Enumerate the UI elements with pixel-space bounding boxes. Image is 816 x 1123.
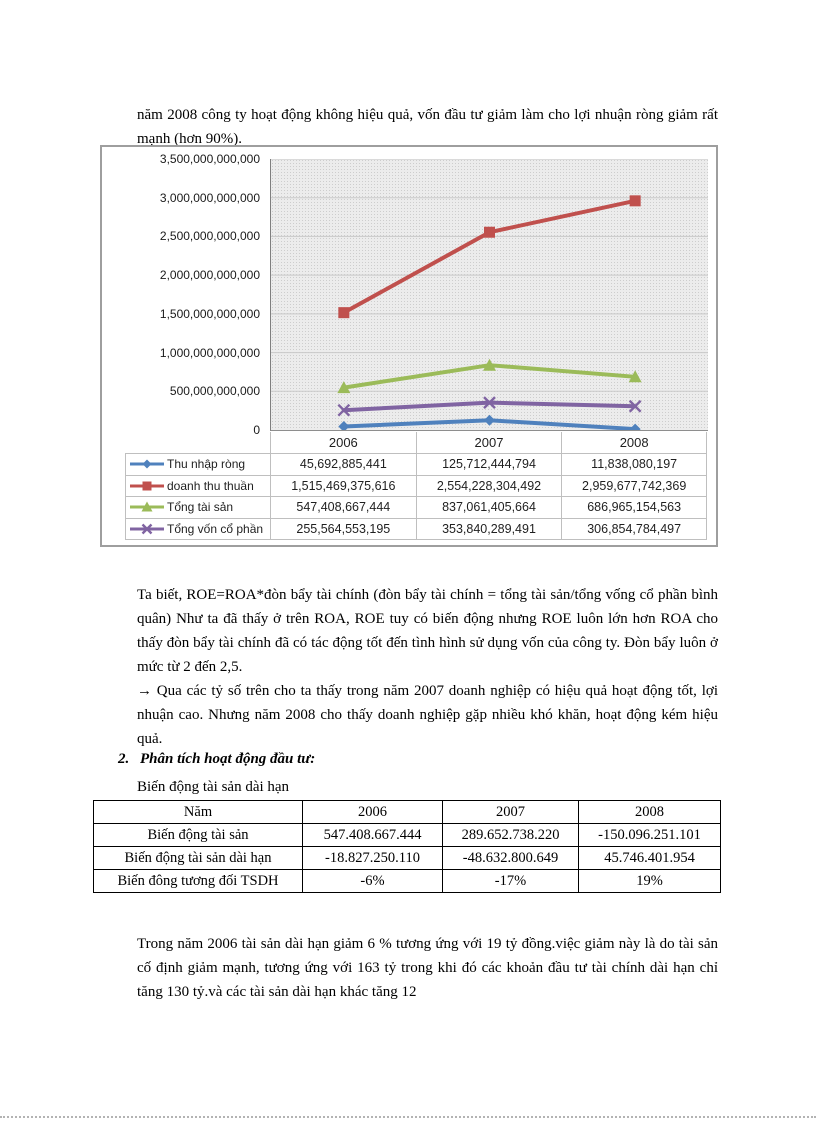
paragraph-investment-analysis: Trong năm 2006 tài sản dài hạn giảm 6 % … (137, 936, 718, 1000)
cell-value: 19% (578, 869, 721, 893)
marker-square-icon (142, 481, 152, 491)
paragraph-roe-analysis: Ta biết, ROE=ROA*đòn bẩy tài chính (đòn … (137, 587, 718, 675)
table-value: 837,061,405,664 (415, 497, 562, 519)
table-header-row: Năm 2006 2007 2008 (93, 800, 721, 824)
table-row: Biến động tài sản dài hạn -18.827.250.11… (93, 846, 721, 870)
marker-diamond-icon (484, 414, 495, 426)
x-axis-label-2006: 2006 (270, 432, 416, 454)
legend-item: Tổng tài sản (125, 497, 270, 519)
marker-triangle-icon (141, 501, 153, 512)
cell-value: -48.632.800.649 (442, 846, 579, 870)
row-label: Biến động tài sản (93, 823, 303, 847)
marker-x-icon (628, 399, 642, 413)
marker-triangle-icon (337, 381, 351, 394)
section-number: 2. (118, 751, 130, 767)
legend-item: Thu nhập ròng (125, 454, 270, 476)
legend-key-diamond-icon (130, 459, 164, 469)
table-value: 11,838,080,197 (561, 454, 707, 476)
cell-value: -17% (442, 869, 579, 893)
y-axis-tick: 1,500,000,000,000 (159, 307, 260, 321)
row-label: Biến động tài sản dài hạn (93, 846, 303, 870)
table-value: 306,854,784,497 (561, 518, 707, 540)
table-row: Biến động tài sản 547.408.667.444 289.65… (93, 823, 721, 847)
cell-value: 45.746.401.954 (578, 846, 721, 870)
financial-line-chart: 3,500,000,000,000 3,000,000,000,000 2,50… (100, 145, 718, 547)
table-row: Biến đông tương đối TSDH -6% -17% 19% (93, 869, 721, 893)
x-axis-label-2008: 2008 (561, 432, 707, 454)
legend-key-x-icon (130, 523, 164, 535)
header-cell: 2007 (442, 800, 579, 824)
paragraph-intro: năm 2008 công ty hoạt động không hiệu qu… (137, 107, 718, 147)
chart-data-table: 2006 2007 2008 Thu nhập ròng 45,692,885,… (125, 432, 707, 540)
table-value: 1,515,469,375,616 (270, 475, 416, 497)
legend-label: Thu nhập ròng (167, 457, 246, 472)
table-value: 255,564,553,195 (270, 518, 416, 540)
legend-label: Tổng tài sản (167, 500, 234, 515)
legend-label: doanh thu thuần (167, 478, 254, 493)
legend-item: doanh thu thuần (125, 475, 270, 497)
row-label: Biến đông tương đối TSDH (93, 869, 303, 893)
y-axis-tick: 500,000,000,000 (169, 384, 260, 398)
cell-value: -6% (302, 869, 443, 893)
legend-item: Tổng vốn cổ phần (125, 518, 270, 540)
table-value: 547,408,667,444 (270, 497, 416, 519)
header-cell: 2006 (302, 800, 443, 824)
marker-x-icon (483, 396, 496, 409)
y-axis-tick: 2,500,000,000,000 (159, 229, 260, 243)
table-value: 2,959,677,742,369 (561, 475, 707, 497)
marker-square-icon (338, 307, 350, 319)
corner-cell (125, 432, 270, 454)
marker-triangle-icon (483, 358, 496, 371)
legend-label: Tổng vốn cổ phần (167, 521, 264, 536)
marker-x-icon (141, 523, 153, 535)
series-plot (271, 159, 708, 430)
page-break-dotted-line (0, 1116, 816, 1118)
cell-value: 289.652.738.220 (442, 823, 579, 847)
plot-area (270, 159, 708, 431)
cell-value: -150.096.251.101 (578, 823, 721, 847)
table-value: 686,965,154,563 (561, 497, 707, 519)
marker-diamond-icon (142, 459, 152, 469)
table-value: 125,712,444,794 (415, 454, 562, 476)
table-caption: Biến động tài sản dài hạn (137, 779, 290, 795)
y-axis-tick: 1,000,000,000,000 (159, 346, 260, 360)
series-line (341, 198, 638, 315)
header-cell: Năm (93, 800, 303, 824)
paragraph-conclusion: → Qua các tỷ số trên cho ta thấy trong n… (137, 683, 718, 747)
asset-variation-table: Năm 2006 2007 2008 Biến động tài sản 547… (93, 800, 721, 893)
y-axis-tick: 3,500,000,000,000 (159, 152, 260, 166)
marker-triangle-icon (628, 370, 642, 383)
section-heading: Phân tích hoạt động đầu tư: (140, 751, 316, 767)
legend-key-triangle-icon (130, 501, 164, 512)
x-axis-label-2007: 2007 (415, 432, 562, 454)
marker-x-icon (337, 403, 351, 417)
y-axis-tick: 0 (253, 423, 260, 437)
table-value: 353,840,289,491 (415, 518, 562, 540)
marker-square-icon (629, 195, 641, 207)
header-cell: 2008 (578, 800, 721, 824)
legend-key-square-icon (130, 481, 164, 491)
marker-diamond-icon (629, 423, 641, 430)
marker-square-icon (484, 226, 495, 238)
y-axis-tick: 3,000,000,000,000 (159, 191, 260, 205)
table-value: 2,554,228,304,492 (415, 475, 562, 497)
cell-value: -18.827.250.110 (302, 846, 443, 870)
y-axis-tick: 2,000,000,000,000 (159, 268, 260, 282)
table-value: 45,692,885,441 (270, 454, 416, 476)
marker-diamond-icon (338, 420, 350, 430)
cell-value: 547.408.667.444 (302, 823, 443, 847)
